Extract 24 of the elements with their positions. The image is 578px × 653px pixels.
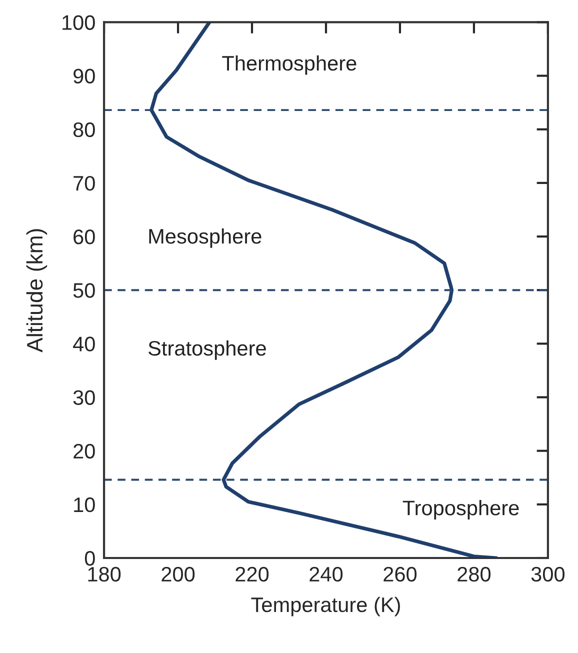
annotation: Stratosphere <box>148 340 266 360</box>
x-axis-title: Temperature (K) <box>251 596 400 616</box>
x-tick-label: 280 <box>458 566 491 582</box>
annotation: Thermosphere <box>222 55 356 75</box>
y-axis-title: Altitude (km) <box>26 229 48 352</box>
x-tick-label: 240 <box>310 566 343 582</box>
y-tick-label: 10 <box>74 497 95 512</box>
y-tick-label: 40 <box>73 336 95 352</box>
x-tick-label: 300 <box>531 566 565 582</box>
x-tick-label: 200 <box>162 566 195 582</box>
y-tick-label: 100 <box>62 15 95 30</box>
x-tick-label: 260 <box>384 566 417 582</box>
y-tick-label: 80 <box>73 122 95 138</box>
y-tick-label: 70 <box>74 176 95 191</box>
x-tick-label: 180 <box>88 566 121 582</box>
annotation: Mesosphere <box>149 228 262 248</box>
y-tick-label: 30 <box>73 390 95 406</box>
y-tick-label: 90 <box>74 68 95 84</box>
y-tick-label: 20 <box>74 444 95 459</box>
x-tick-label: 220 <box>236 566 269 582</box>
y-tick-label: 60 <box>74 230 95 244</box>
y-tick-label: 0 <box>84 550 95 566</box>
annotation: Troposphere <box>402 500 519 520</box>
y-tick-label: 50 <box>73 283 95 298</box>
